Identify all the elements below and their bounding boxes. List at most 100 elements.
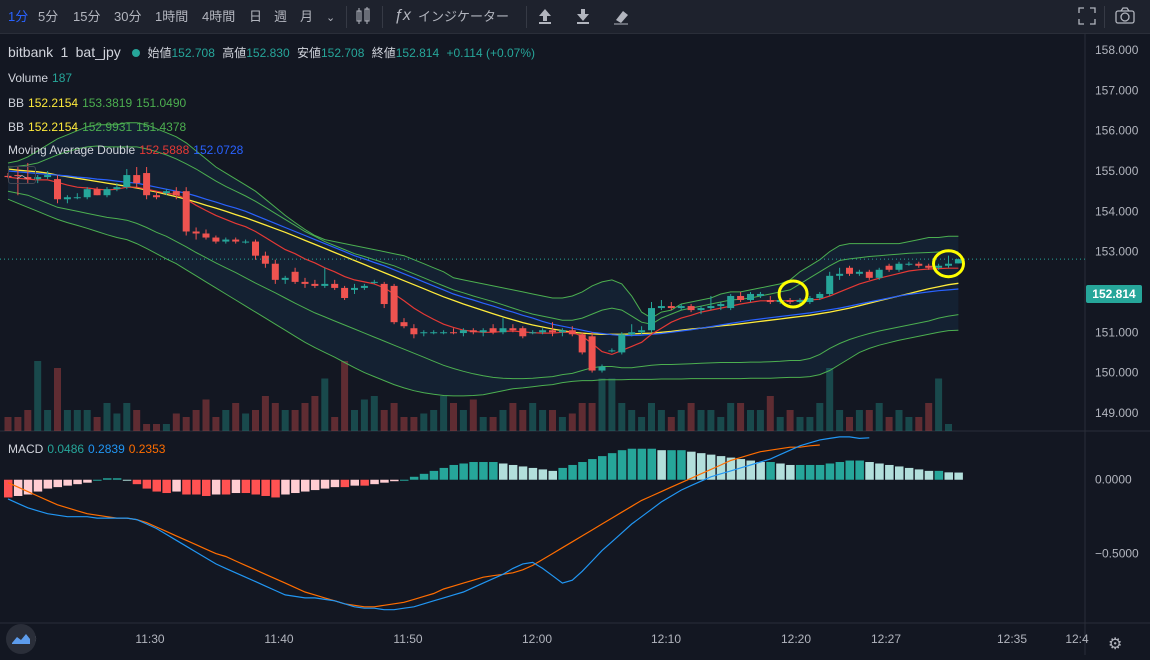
fullscreen-icon[interactable] — [1077, 6, 1097, 32]
macd-histogram-bar — [548, 470, 557, 480]
volume-bar — [232, 403, 240, 431]
macd-histogram-bar — [776, 463, 785, 480]
price-tick-label: 154.000 — [1095, 204, 1139, 218]
volume-bar — [44, 410, 52, 431]
chart-area[interactable]: 158.000 157.000 156.000 155.000 154.000 153.0… — [0, 34, 1150, 655]
candle-body — [519, 328, 527, 337]
macd-histogram-bar — [281, 479, 290, 495]
volume-bar — [93, 417, 101, 431]
candle-body — [63, 197, 71, 200]
interval-5m[interactable]: 5分 — [38, 9, 59, 24]
volume-bar — [539, 410, 547, 431]
volume-bar — [776, 417, 784, 431]
camera-icon[interactable] — [1114, 6, 1136, 32]
low-label: 安値 — [296, 46, 321, 60]
candle-body — [677, 306, 685, 309]
interval-15m[interactable]: 15分 — [73, 9, 101, 24]
interval-4h[interactable]: 4時間 — [202, 9, 236, 24]
volume-bar — [113, 413, 121, 431]
macd-histogram-bar — [449, 464, 458, 480]
price-tick-label: 158.000 — [1095, 43, 1139, 57]
macd-histogram-bar — [518, 466, 528, 480]
volume-label: Volume — [8, 71, 49, 85]
upload-icon[interactable] — [536, 6, 554, 32]
macd-histogram-bar — [400, 479, 409, 481]
macd-histogram-bar — [251, 479, 260, 495]
macd-histogram-bar — [736, 459, 746, 480]
macd-histogram-bar — [637, 448, 647, 480]
collapse-legend-button[interactable]: ︿ — [8, 166, 36, 184]
interval-day[interactable]: 日 — [249, 9, 263, 24]
volume-bar — [568, 413, 576, 431]
volume-bar — [628, 410, 636, 431]
macd-histogram-bar — [291, 479, 300, 494]
chart-canvas[interactable]: 158.000 157.000 156.000 155.000 154.000 153.0… — [0, 34, 1150, 655]
volume-bar — [766, 396, 774, 431]
bb-outer-fill — [8, 122, 959, 396]
indicators-button[interactable]: インジケーター — [418, 9, 510, 24]
volume-bar — [796, 417, 804, 431]
candle-body — [73, 197, 81, 199]
interval-month[interactable]: 月 — [300, 9, 314, 24]
candle-body — [331, 283, 339, 288]
volume-bar — [202, 399, 210, 431]
candle-style-icon[interactable] — [354, 6, 372, 32]
top-toolbar: 1分 5分 15分 30分 1時間 4時間 日 週 月 ⌄ ƒx インジケーター — [0, 0, 1150, 34]
candle-body — [509, 328, 517, 331]
volume-bar — [747, 410, 754, 431]
volume-bar — [875, 403, 883, 431]
candle-body — [806, 297, 814, 303]
volume-bar — [549, 410, 556, 431]
candle-body — [232, 239, 240, 242]
macd-histogram-bar — [211, 479, 221, 495]
volume-bar — [756, 410, 764, 431]
macd-histogram-bar — [805, 464, 815, 480]
candle-body — [182, 191, 190, 232]
interval-1h[interactable]: 1時間 — [155, 9, 189, 24]
eraser-icon[interactable] — [612, 6, 630, 32]
volume-bar — [390, 403, 398, 431]
candle-body — [727, 295, 735, 309]
volume-bar — [786, 410, 794, 431]
settings-gear-icon[interactable]: ⚙ — [1108, 636, 1123, 653]
candle-body — [172, 191, 180, 196]
macd-histogram-bar — [538, 469, 548, 480]
candle-body — [311, 283, 319, 286]
download-icon[interactable] — [574, 6, 592, 32]
macd-histogram-bar — [687, 451, 696, 480]
interval-30m[interactable]: 30分 — [114, 9, 142, 24]
volume-bar — [281, 410, 289, 431]
macd-histogram-bar — [726, 457, 736, 480]
macd-histogram-bar — [677, 450, 686, 480]
symbol-label[interactable]: bat_jpy — [75, 44, 121, 60]
macd-histogram-bar — [192, 479, 201, 495]
macd-histogram-bar — [122, 479, 132, 481]
macd-tick-label: −0.5000 — [1095, 547, 1139, 561]
interval-1m[interactable]: 1分 — [8, 9, 29, 24]
macd-histogram-bar — [617, 450, 627, 480]
volume-bar — [469, 399, 477, 431]
macd-histogram-bar — [172, 479, 181, 492]
macd-histogram-bar — [221, 479, 231, 495]
candle-body — [816, 293, 824, 298]
candle-body — [588, 336, 596, 371]
interval-week[interactable]: 週 — [274, 9, 288, 24]
macd-histogram-bar — [885, 464, 894, 480]
price-tick-label: 157.000 — [1095, 83, 1139, 97]
time-tick-label: 12:10 — [651, 632, 681, 646]
volume-bar — [370, 396, 378, 431]
macd-histogram-bar — [667, 450, 676, 480]
candle-body — [281, 277, 289, 280]
chevron-down-icon[interactable]: ⌄ — [326, 12, 336, 24]
macd-histogram-bar — [855, 460, 864, 480]
macd-tick-label: 0.0000 — [1095, 473, 1132, 487]
function-icon[interactable]: ƒx — [394, 7, 411, 24]
candle-body — [113, 187, 121, 190]
volume-bar — [242, 413, 250, 431]
price-tick-label: 151.000 — [1095, 325, 1139, 339]
candle-body — [400, 322, 408, 327]
bb2-up-value: 152.9931 — [82, 120, 133, 134]
tradingview-logo-icon[interactable] — [6, 624, 36, 654]
volume-bar — [14, 417, 22, 431]
volume-bar — [360, 399, 368, 431]
